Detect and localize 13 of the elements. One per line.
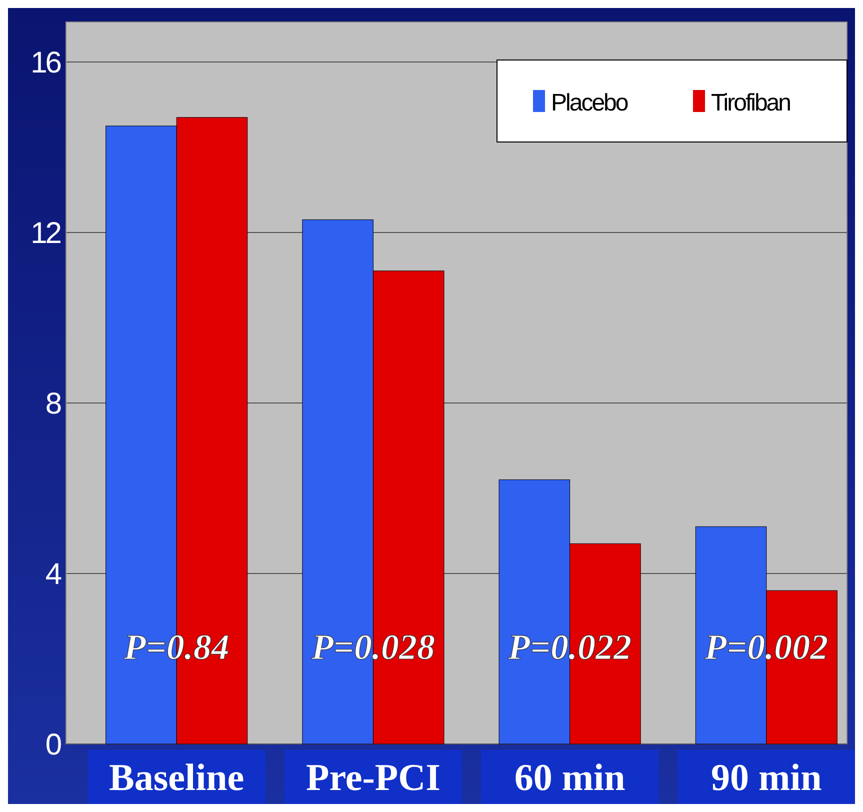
legend-label: Tirofiban [711,89,790,116]
y-tick-label: 8 [45,388,62,420]
annotation: P=0.022 [507,626,632,667]
legend-label: Placebo [551,89,628,116]
y-tick-label: 4 [45,558,62,591]
x-tick-label: 90 min [710,757,822,799]
x-tick-label: Baseline [109,757,244,799]
x-tick-label: Pre-PCI [306,757,440,799]
y-tick-label: 16 [30,46,62,80]
annotation: P=0.028 [310,626,435,667]
y-tick-label: 0 [45,728,62,762]
x-tick-label: 60 min [514,757,626,799]
y-tick-label: 12 [30,217,62,250]
